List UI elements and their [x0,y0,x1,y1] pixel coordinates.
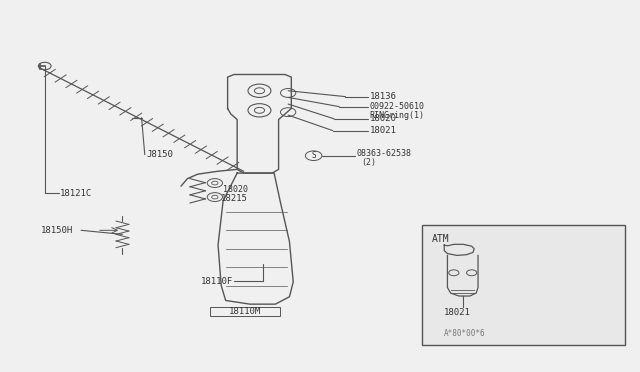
Text: 18121C: 18121C [60,189,92,198]
Text: RINGring(1): RINGring(1) [370,110,425,120]
Text: 18110M: 18110M [229,307,262,316]
Text: S: S [311,151,316,160]
Bar [422,225,625,345]
Text: ATM: ATM [431,234,449,244]
Text: 18150H: 18150H [41,226,73,235]
Text: 18110F: 18110F [200,277,233,286]
Text: 18021: 18021 [444,308,471,317]
Text: A*80*00*6: A*80*00*6 [444,329,486,338]
Text: 00922-50610: 00922-50610 [370,102,425,111]
Text: 18215: 18215 [221,195,248,203]
Text: 18136: 18136 [370,92,397,101]
Text: (2): (2) [362,157,376,167]
Text: J8150: J8150 [146,150,173,159]
Text: 18021: 18021 [370,126,397,135]
Bar [211,307,280,316]
Text: 18020: 18020 [370,114,397,123]
Text: 18020: 18020 [223,185,248,194]
Text: 08363-62538: 08363-62538 [356,149,412,158]
